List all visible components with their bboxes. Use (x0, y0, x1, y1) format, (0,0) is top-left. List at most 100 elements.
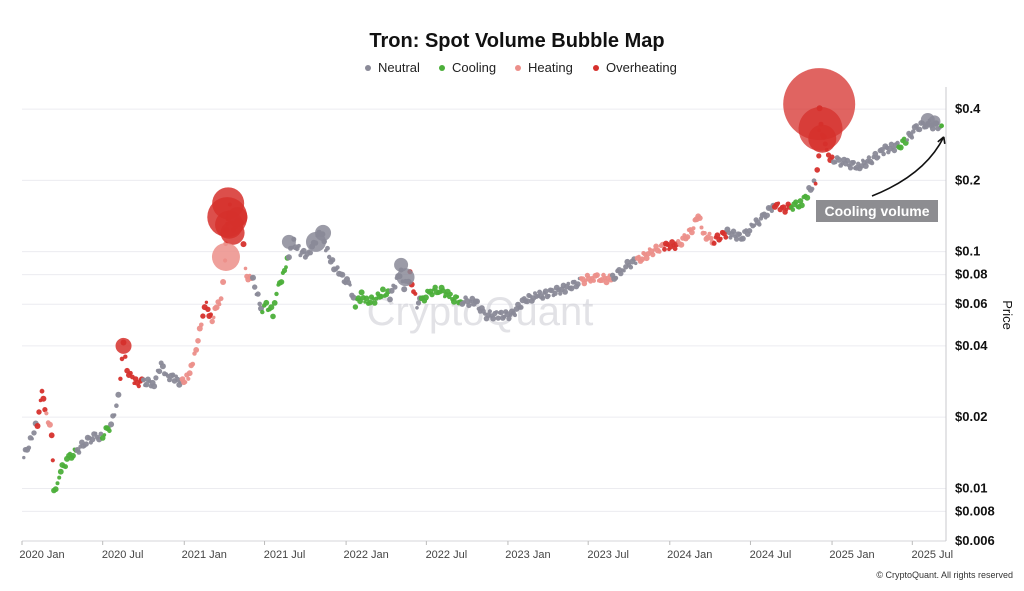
price-point (495, 315, 501, 321)
price-point (723, 234, 729, 240)
price-point (213, 304, 220, 311)
price-point (639, 256, 645, 263)
price-point (357, 298, 363, 305)
price-point (799, 202, 805, 209)
price-point (707, 231, 712, 236)
price-point (876, 155, 881, 159)
price-point (897, 144, 904, 151)
price-point (208, 312, 213, 317)
price-point (123, 354, 128, 359)
copyright: © CryptoQuant. All rights reserved (876, 570, 1013, 580)
price-point (448, 291, 453, 297)
price-point (696, 215, 703, 222)
price-point (366, 299, 373, 306)
price-point (307, 250, 313, 256)
x-tick-label: 2021 Jan (182, 549, 227, 561)
volume-bubble (115, 337, 132, 354)
price-point (371, 300, 378, 306)
price-point (757, 222, 762, 227)
y-tick-label: $0.06 (955, 296, 988, 311)
price-point (513, 313, 517, 318)
annotation-text: Cooling volume (825, 203, 930, 219)
price-point (558, 291, 563, 296)
price-point (339, 271, 346, 278)
price-point (415, 306, 419, 310)
price-point (691, 226, 696, 231)
price-point (699, 225, 704, 230)
price-point (939, 123, 944, 129)
price-point (31, 430, 37, 436)
price-point (413, 291, 418, 296)
price-point (102, 433, 107, 437)
price-point (702, 231, 707, 235)
price-point (243, 266, 248, 271)
x-tick-label: 2020 Jan (19, 549, 64, 561)
price-point (327, 254, 332, 260)
legend-marker-neutral (365, 65, 371, 71)
price-point (714, 232, 721, 239)
price-point (708, 235, 714, 241)
price-point (847, 165, 854, 171)
price-point (579, 276, 586, 283)
price-point (220, 279, 227, 285)
price-point (769, 208, 774, 213)
price-point (350, 294, 357, 301)
price-point (115, 391, 122, 398)
price-point (618, 270, 624, 277)
y-tick-label: $0.01 (955, 480, 988, 495)
price-point (466, 302, 472, 308)
annotation-arrowhead (937, 136, 946, 145)
price-point (380, 286, 386, 293)
price-point (764, 212, 770, 218)
price-point (124, 367, 130, 374)
price-point (566, 281, 571, 286)
price-point (581, 280, 588, 287)
price-point (98, 431, 104, 437)
x-tick-label: 2024 Jan (667, 549, 712, 561)
price-point (913, 123, 919, 129)
price-point (739, 235, 746, 242)
price-point (909, 135, 915, 140)
price-point (270, 313, 276, 320)
price-point (672, 246, 678, 252)
price-point (285, 254, 292, 261)
volume-bubble (928, 115, 941, 128)
price-point (205, 306, 211, 312)
price-point (39, 388, 45, 394)
price-point (415, 300, 422, 306)
price-point (734, 236, 740, 242)
y-tick-label: $0.008 (955, 503, 995, 518)
price-point (257, 301, 263, 307)
price-point (813, 181, 818, 186)
price-point (518, 304, 524, 310)
price-point (780, 204, 787, 211)
price-point (153, 375, 159, 381)
legend-label-overheating: Overheating (606, 60, 677, 75)
price-point (363, 295, 370, 302)
price-point (662, 246, 667, 252)
price-point (487, 309, 492, 314)
price-point (218, 296, 224, 302)
annotation: Cooling volume (816, 136, 946, 222)
price-point (594, 272, 600, 278)
y-tick-label: $0.1 (955, 244, 980, 259)
price-point (296, 243, 301, 248)
annotation-arrow (871, 136, 945, 197)
price-point (335, 265, 340, 270)
y-tick-label: $0.006 (955, 533, 995, 548)
price-point (140, 377, 147, 383)
price-point (26, 445, 32, 451)
price-point (657, 249, 662, 254)
price-point (440, 288, 446, 294)
price-point (790, 207, 796, 212)
price-point (151, 383, 158, 390)
price-point (633, 261, 638, 266)
legend-label-neutral: Neutral (378, 60, 420, 75)
price-point (546, 293, 551, 298)
price-point (55, 481, 60, 486)
price-point (776, 201, 781, 205)
price-point (653, 243, 659, 250)
price-point (810, 186, 815, 191)
x-tick-label: 2022 Jul (426, 549, 468, 561)
price-point (255, 291, 261, 297)
